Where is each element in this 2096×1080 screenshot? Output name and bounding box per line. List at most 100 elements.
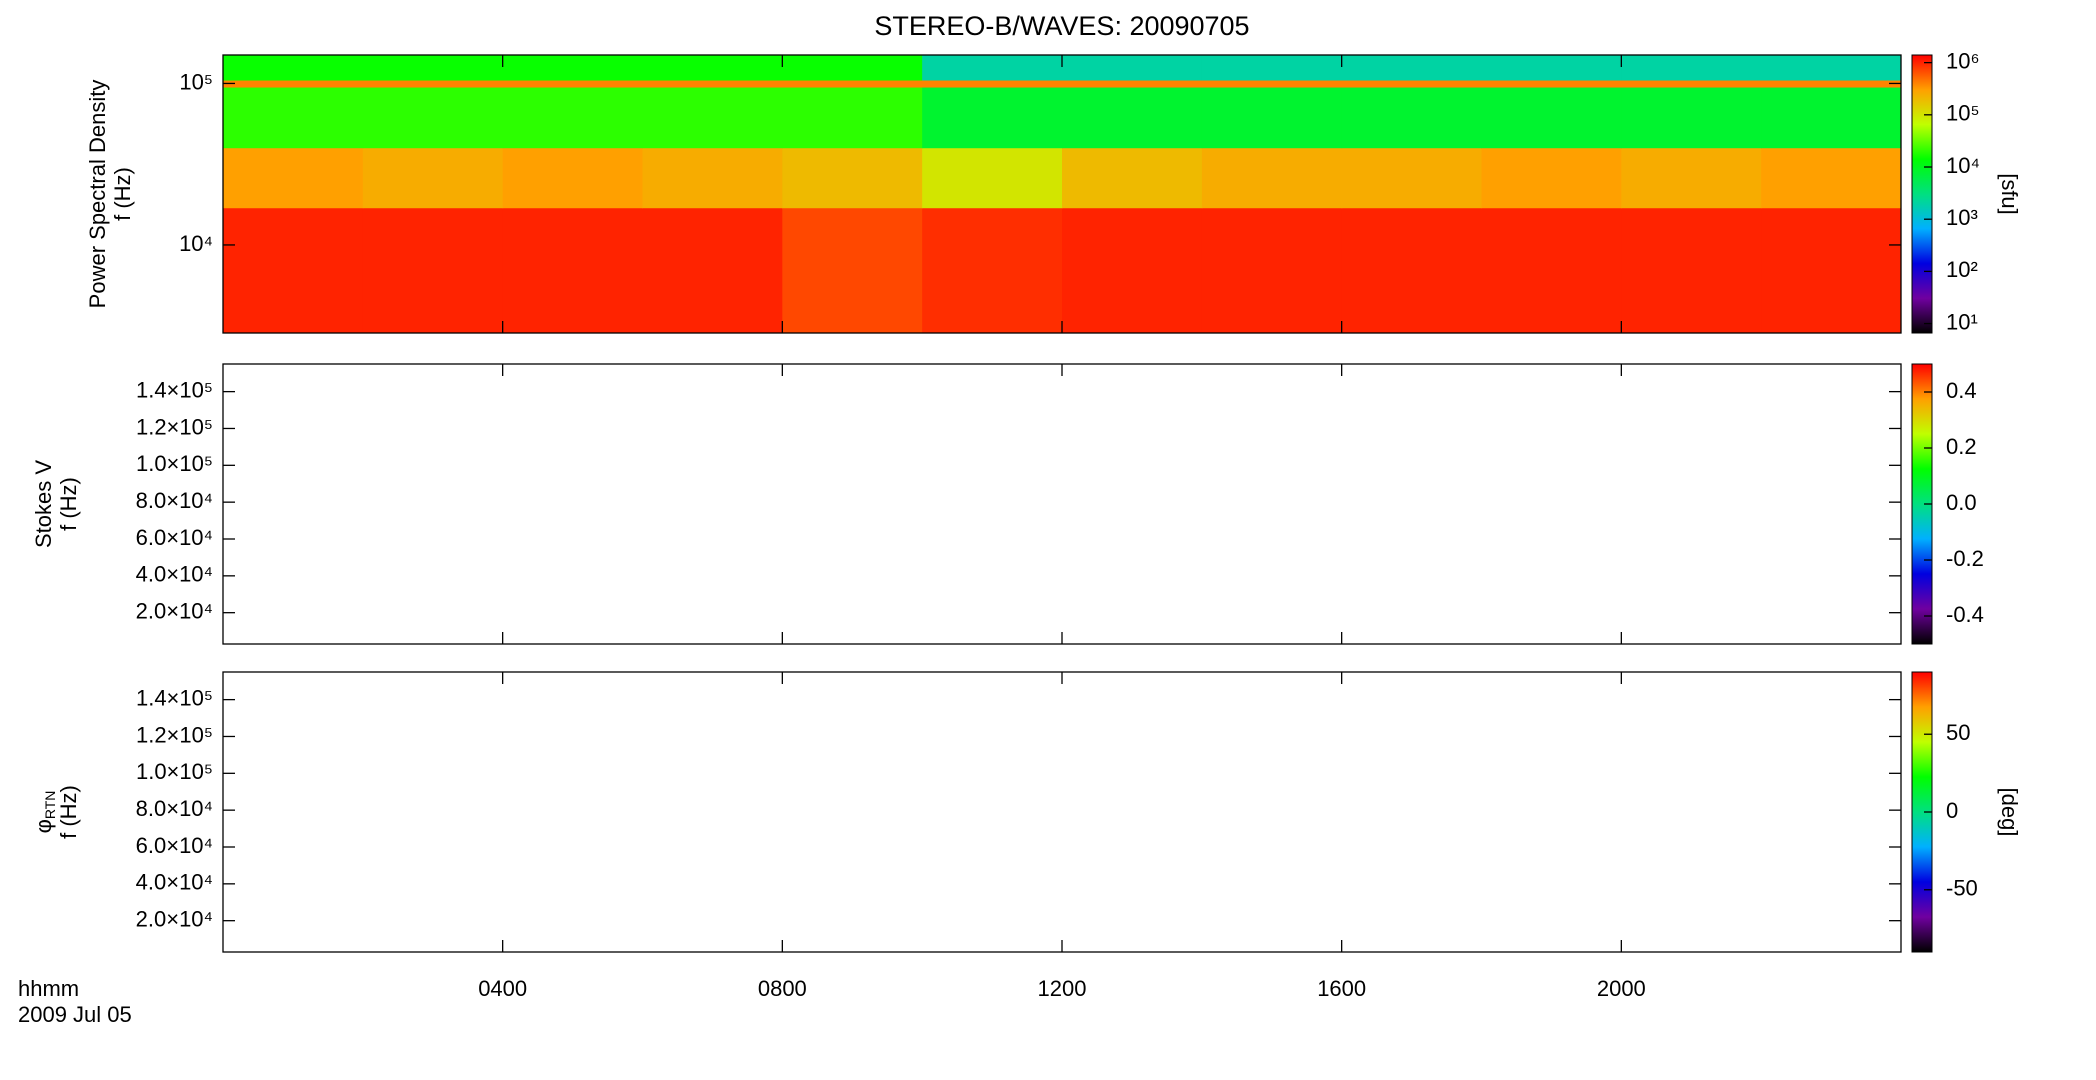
heatmap-cell <box>502 147 643 209</box>
heatmap-cell <box>1341 207 1482 334</box>
x-tick-label: 2000 <box>1597 976 1646 1001</box>
heatmap-cell <box>1621 55 1762 81</box>
heatmap-cell <box>1341 147 1482 209</box>
heatmap-cell <box>782 207 923 334</box>
heatmap-cell <box>1062 80 1203 88</box>
date-label: 2009 Jul 05 <box>18 1002 132 1027</box>
heatmap-cell <box>223 147 364 209</box>
y-tick-label: 1.0×10⁵ <box>136 759 213 784</box>
y-axis-label: f (Hz) <box>56 477 81 531</box>
heatmap-cell <box>502 55 643 81</box>
colorbar-tick-label: 10⁵ <box>1946 101 1980 126</box>
heatmap-cell <box>1621 207 1762 334</box>
x-tick-label: 0400 <box>478 976 527 1001</box>
x-axis-label: hhmm <box>18 976 79 1001</box>
colorbar-label: [sfu] <box>1997 173 2022 215</box>
heatmap-cell <box>642 80 783 88</box>
heatmap-cell <box>1062 87 1203 149</box>
heatmap-cell <box>1761 80 1902 88</box>
heatmap-cell <box>782 147 923 209</box>
y-tick-label: 8.0×10⁴ <box>136 488 213 513</box>
colorbar-tick-label: -50 <box>1946 876 1978 901</box>
y-tick-label: 1.4×10⁵ <box>136 377 213 402</box>
heatmap-cell <box>642 207 783 334</box>
heatmap-cell <box>642 87 783 149</box>
colorbar-tick-label: 0.0 <box>1946 490 1977 515</box>
colorbar-tick-label: 0 <box>1946 798 1958 823</box>
colorbar <box>1911 54 1933 334</box>
heatmap-cell <box>1341 55 1482 81</box>
colorbar-tick-label: 10¹ <box>1946 309 1978 334</box>
heatmap-cell <box>782 80 923 88</box>
y-tick-label: 1.2×10⁵ <box>136 414 213 439</box>
y-axis-label-subscript: RTN <box>42 791 58 820</box>
heatmap-cell <box>1481 207 1622 334</box>
colorbar-tick-label: 50 <box>1946 720 1970 745</box>
plot-frame <box>222 671 1902 953</box>
heatmap-cell <box>1481 87 1622 149</box>
y-tick-label: 2.0×10⁴ <box>136 906 213 931</box>
y-axis-label: Power Spectral Density <box>85 80 110 309</box>
heatmap-cell <box>223 87 364 149</box>
colorbar-tick-label: 10⁴ <box>1946 153 1980 178</box>
y-axis-label: φRTN <box>31 791 58 834</box>
heatmap-cell <box>1062 55 1203 81</box>
colorbar-tick-label: 0.2 <box>1946 434 1977 459</box>
heatmap-cell <box>1341 80 1482 88</box>
heatmap-cell <box>502 80 643 88</box>
y-tick-label: 1.0×10⁵ <box>136 451 213 476</box>
heatmap-cell <box>1761 55 1902 81</box>
heatmap-cell <box>642 147 783 209</box>
heatmap-cell <box>1621 80 1762 88</box>
heatmap-cell <box>223 55 364 81</box>
y-tick-label: 1.4×10⁵ <box>136 685 213 710</box>
heatmap-cell <box>502 87 643 149</box>
y-tick-label: 6.0×10⁴ <box>136 525 213 550</box>
y-tick-label: 10⁴ <box>179 231 213 256</box>
colorbar-tick-label: 10⁶ <box>1946 48 1980 73</box>
colorbar-tick-label: -0.2 <box>1946 546 1984 571</box>
heatmap-cell <box>1621 147 1762 209</box>
heatmap-cell <box>922 55 1063 81</box>
x-tick-label: 1600 <box>1317 976 1366 1001</box>
colorbar-tick-label: 0.4 <box>1946 378 1977 403</box>
colorbar-tick-label: 10² <box>1946 257 1978 282</box>
heatmap-cell <box>922 80 1063 88</box>
heatmap-cell <box>1201 55 1343 81</box>
heatmap-cell <box>223 80 364 88</box>
heatmap-cell <box>1621 87 1762 149</box>
heatmap-cell <box>642 55 783 81</box>
y-tick-label: 8.0×10⁴ <box>136 796 213 821</box>
colorbar-tick-label: 10³ <box>1946 205 1978 230</box>
heatmap-cell <box>362 87 504 149</box>
heatmap-cell <box>1201 87 1343 149</box>
heatmap-cell <box>1761 147 1902 209</box>
colorbar-tick-label: -0.4 <box>1946 602 1984 627</box>
chart-title: STEREO-B/WAVES: 20090705 <box>874 11 1249 41</box>
heatmap-cell <box>1341 87 1482 149</box>
x-tick-label: 0800 <box>758 976 807 1001</box>
y-tick-label: 6.0×10⁴ <box>136 833 213 858</box>
heatmap-cell <box>223 207 364 334</box>
heatmap-cell <box>1201 147 1343 209</box>
y-axis-label: f (Hz) <box>56 785 81 839</box>
heatmap-cell <box>1062 207 1203 334</box>
heatmap-cell <box>922 207 1063 334</box>
x-tick-label: 1200 <box>1038 976 1087 1001</box>
heatmap-cell <box>782 55 923 81</box>
heatmap-cell <box>362 207 504 334</box>
y-tick-label: 1.2×10⁵ <box>136 722 213 747</box>
colorbar-label: [deg] <box>1997 788 2022 837</box>
heatmap-cell <box>1481 80 1622 88</box>
heatmap-cell <box>1201 80 1343 88</box>
y-tick-label: 4.0×10⁴ <box>136 562 213 587</box>
y-axis-label: Stokes V <box>31 460 56 548</box>
y-tick-label: 10⁵ <box>179 69 213 94</box>
plot-frame <box>222 363 1902 645</box>
heatmap-cell <box>922 87 1063 149</box>
heatmap-cell <box>1481 55 1622 81</box>
heatmap-cell <box>1761 207 1902 334</box>
heatmap-cell <box>1062 147 1203 209</box>
